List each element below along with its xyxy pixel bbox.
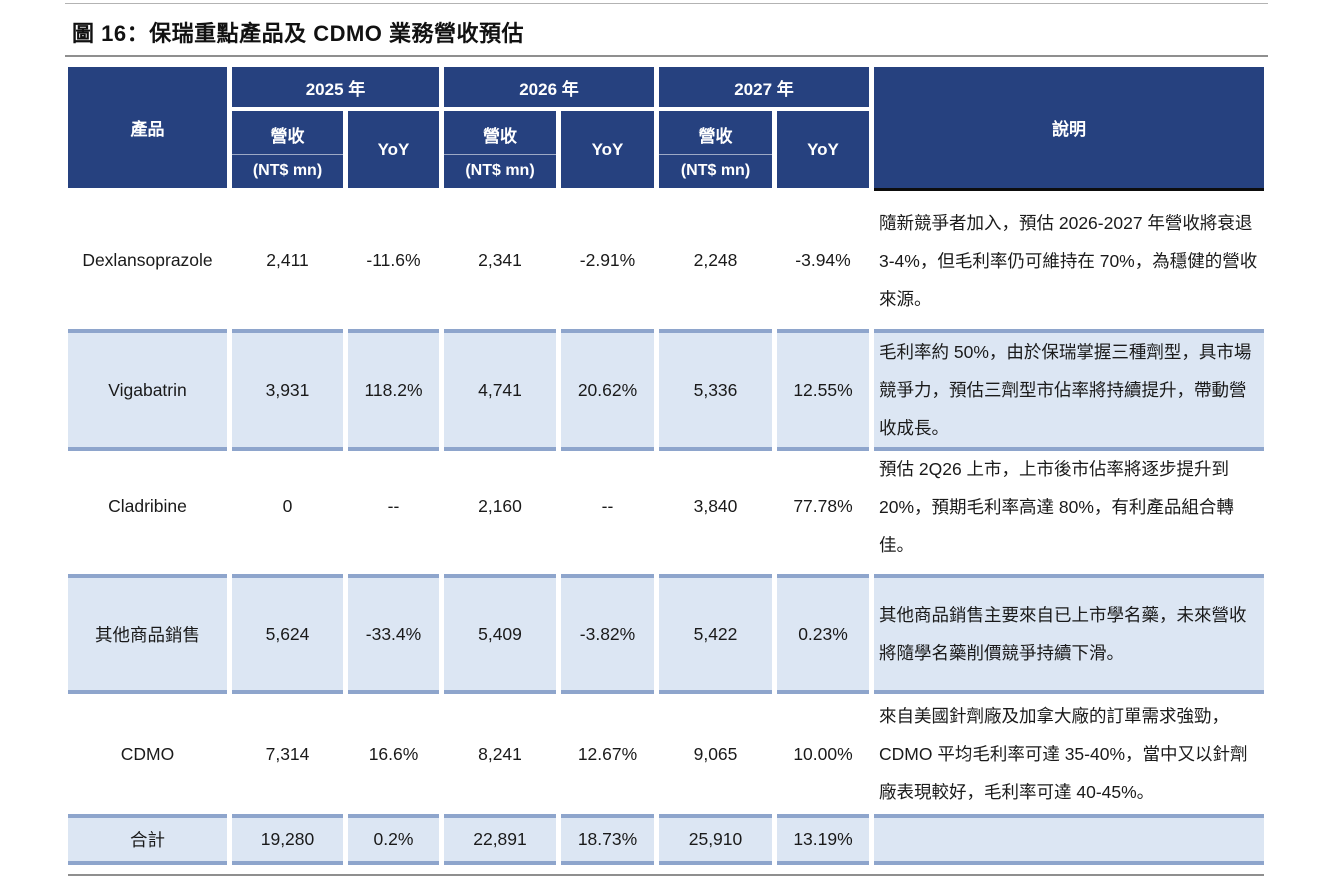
table-row-total: 合計 19,280 0.2% 22,891 18.73% 25,910 13.1… bbox=[68, 814, 1264, 865]
product-cell: Dexlansoprazole bbox=[82, 250, 213, 270]
table-row: Dexlansoprazole 2,411 -11.6% 2,341 -2.91… bbox=[68, 192, 1264, 329]
product-cell: Cladribine bbox=[108, 496, 187, 516]
header-revenue-2025: 營收 (NT$ mn) bbox=[232, 111, 343, 188]
value-cell: 77.78% bbox=[793, 496, 853, 516]
note-header-underline bbox=[874, 188, 1264, 191]
value-cell: 20.62% bbox=[561, 329, 654, 451]
revenue-unit-label: (NT$ mn) bbox=[680, 161, 751, 179]
header-revenue-2027: 營收 (NT$ mn) bbox=[659, 111, 772, 188]
note-cell: 來自美國針劑廠及加拿大廠的訂單需求強勁，CDMO 平均毛利率可達 35-40%，… bbox=[879, 706, 1248, 802]
value-cell: 9,065 bbox=[693, 743, 738, 764]
value-cell: 8,241 bbox=[478, 743, 522, 764]
note-cell: 預估 2Q26 上市，上市後市佔率將逐步提升到 20%，預期毛利率高達 80%，… bbox=[879, 458, 1234, 555]
header-note: 說明 bbox=[874, 67, 1264, 188]
value-cell: -33.4% bbox=[348, 574, 439, 694]
value-cell: 2,160 bbox=[478, 496, 522, 516]
value-cell: 5,409 bbox=[444, 574, 556, 694]
value-cell: 16.6% bbox=[368, 743, 419, 764]
revenue-unit-label: (NT$ mn) bbox=[252, 161, 323, 179]
revenue-label: 營收 bbox=[444, 116, 556, 155]
value-cell: -11.6% bbox=[366, 250, 421, 270]
value-cell: 0.2% bbox=[348, 814, 439, 865]
header-year-2026: 2026 年 bbox=[444, 67, 654, 107]
value-cell: 2,411 bbox=[266, 250, 309, 270]
value-cell: -- bbox=[387, 496, 400, 516]
table-header: 產品 2025 年 2026 年 2027 年 營收 (NT$ mn) YoY … bbox=[68, 67, 1264, 191]
bottom-rule bbox=[68, 874, 1264, 876]
value-cell: 3,840 bbox=[693, 496, 738, 516]
value-cell: 13.19% bbox=[777, 814, 869, 865]
header-yoy-2025: YoY bbox=[348, 111, 439, 188]
header-year-2025: 2025 年 bbox=[232, 67, 439, 107]
revenue-forecast-table: 產品 2025 年 2026 年 2027 年 營收 (NT$ mn) YoY … bbox=[68, 67, 1264, 876]
table-row: Vigabatrin 3,931 118.2% 4,741 20.62% 5,3… bbox=[68, 329, 1264, 451]
value-cell: 19,280 bbox=[232, 814, 343, 865]
value-cell: 5,624 bbox=[232, 574, 343, 694]
product-cell: 合計 bbox=[68, 814, 227, 865]
value-cell: 18.73% bbox=[561, 814, 654, 865]
value-cell: 22,891 bbox=[444, 814, 556, 865]
value-cell: 12.55% bbox=[777, 329, 869, 451]
figure-title: 圖 16：保瑞重點產品及 CDMO 業務營收預估 bbox=[72, 21, 525, 46]
top-rule bbox=[65, 3, 1268, 4]
value-cell: 12.67% bbox=[577, 743, 638, 764]
header-year-2027: 2027 年 bbox=[659, 67, 869, 107]
value-cell: 0 bbox=[282, 496, 293, 516]
value-cell: 3,931 bbox=[232, 329, 343, 451]
note-cell: 其他商品銷售主要來自已上市學名藥，未來營收將隨學名藥削價競爭持續下滑。 bbox=[874, 574, 1264, 694]
value-cell: 10.00% bbox=[793, 743, 853, 764]
revenue-unit-label: (NT$ mn) bbox=[465, 161, 535, 179]
value-cell: 4,741 bbox=[444, 329, 556, 451]
header-yoy-2026: YoY bbox=[561, 111, 654, 188]
table-row: CDMO 7,314 16.6% 8,241 12.67% 9,065 10.0… bbox=[68, 694, 1264, 814]
value-cell: 25,910 bbox=[659, 814, 772, 865]
revenue-label: 營收 bbox=[232, 116, 343, 155]
value-cell: 118.2% bbox=[348, 329, 439, 451]
header-product: 產品 bbox=[68, 67, 227, 188]
product-cell: Vigabatrin bbox=[68, 329, 227, 451]
note-cell: 隨新競爭者加入，預估 2026-2027 年營收將衰退 3-4%，但毛利率仍可維… bbox=[879, 212, 1258, 309]
header-yoy-2027: YoY bbox=[777, 111, 869, 188]
table-row: 其他商品銷售 5,624 -33.4% 5,409 -3.82% 5,422 0… bbox=[68, 574, 1264, 694]
header-revenue-2026: 營收 (NT$ mn) bbox=[444, 111, 556, 188]
value-cell: 2,248 bbox=[693, 250, 738, 270]
value-cell: 7,314 bbox=[265, 743, 310, 764]
value-cell: -3.94% bbox=[795, 250, 851, 270]
product-cell: CDMO bbox=[120, 743, 175, 764]
value-cell: -- bbox=[601, 496, 614, 516]
table-row: Cladribine 0 -- 2,160 -- 3,840 77.78% 預估… bbox=[68, 439, 1264, 574]
value-cell: 5,336 bbox=[659, 329, 772, 451]
product-cell: 其他商品銷售 bbox=[68, 574, 227, 694]
note-cell: 毛利率約 50%，由於保瑞掌握三種劑型，具市場競爭力，預估三劑型市佔率將持續提升… bbox=[874, 329, 1264, 451]
value-cell: 5,422 bbox=[659, 574, 772, 694]
value-cell: -2.91% bbox=[579, 250, 636, 270]
value-cell: 2,341 bbox=[478, 250, 522, 270]
title-rule bbox=[65, 55, 1268, 57]
revenue-label: 營收 bbox=[659, 116, 772, 155]
value-cell: -3.82% bbox=[561, 574, 654, 694]
note-cell bbox=[874, 814, 1264, 865]
value-cell: 0.23% bbox=[777, 574, 869, 694]
